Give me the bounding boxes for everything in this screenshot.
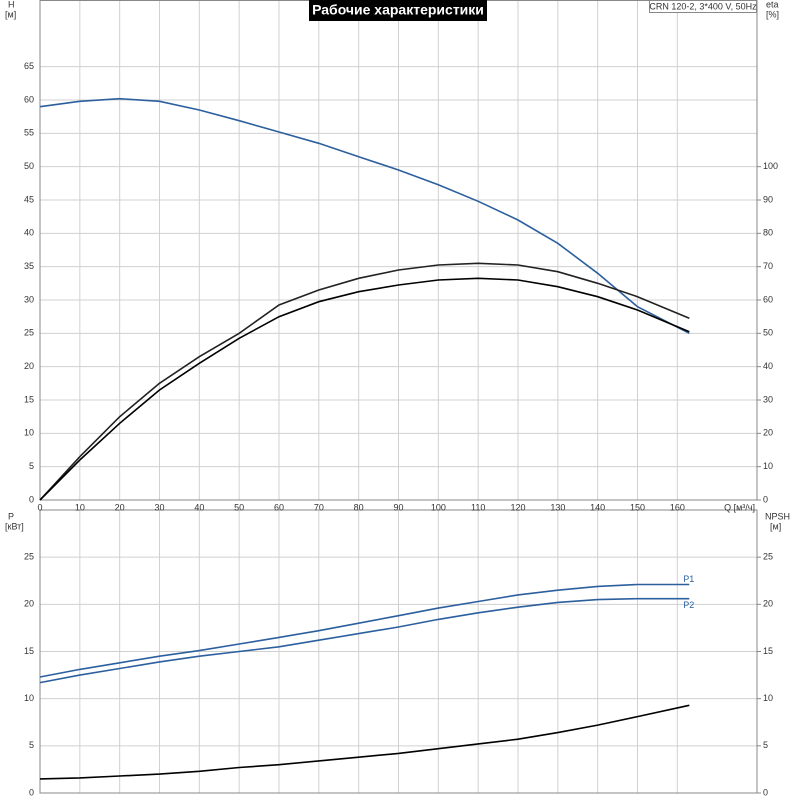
y-axis-unit: [м] [5,9,16,19]
x-tick-label: 90 [393,502,403,512]
x-tick-label: 30 [154,502,164,512]
y-tick-label: 55 [24,128,34,138]
x-tick-label: 40 [194,502,204,512]
y2-axis-label: eta [766,0,779,9]
y-tick-label: 50 [24,161,34,171]
y2-tick-label: 100 [763,161,778,171]
y-tick-label: 10 [24,428,34,438]
y2-tick-label: 5 [763,740,768,750]
y2-tick-label: 80 [763,228,773,238]
x-tick-label: 160 [670,502,685,512]
y2-tick-label: 90 [763,194,773,204]
y2-tick-label: 20 [763,599,773,609]
x-tick-label: 150 [630,502,645,512]
title-box [309,0,487,21]
series-line [39,262,690,501]
y-tick-label: 5 [29,740,34,750]
x-tick-label: 20 [115,502,125,512]
y-tick-label: 30 [24,294,34,304]
y-tick-label: 15 [24,646,34,656]
y-tick-label: 25 [24,328,34,338]
y2-tick-label: 25 [763,552,773,562]
x-tick-label: 140 [590,502,605,512]
y2-tick-label: 20 [763,428,773,438]
y-axis-unit: [кВт] [5,521,24,531]
y2-tick-label: 0 [763,787,768,797]
series-line [39,97,690,335]
x-tick-label: 110 [471,502,485,512]
y2-tick-label: 10 [763,461,773,471]
x-tick-label: 60 [274,502,284,512]
x-axis-label: Q [м³/ч] [724,502,755,512]
y-axis-label: H [8,0,15,9]
y-tick-label: 0 [29,787,34,797]
series-label: P2 [683,600,694,610]
y2-tick-label: 40 [763,361,773,371]
x-tick-label: 70 [314,502,324,512]
x-tick-label: 50 [234,502,244,512]
y-axis-label: P [8,511,14,521]
y2-tick-label: 0 [763,494,768,504]
y2-tick-label: 50 [763,328,773,338]
y-tick-label: 60 [24,94,34,104]
y-tick-label: 25 [24,552,34,562]
x-tick-label: 100 [431,502,446,512]
y-tick-label: 20 [24,361,34,371]
x-tick-label: 120 [510,502,525,512]
y2-axis-label: NPSH [765,511,790,521]
series-label: P1 [683,574,694,584]
y-tick-label: 0 [29,494,34,504]
series-line [39,704,690,780]
series-line [39,597,690,684]
x-tick-label: 80 [354,502,364,512]
chart-title: Рабочие характеристики [312,2,484,18]
y-tick-label: 15 [24,394,34,404]
y-tick-label: 5 [29,461,34,471]
y-tick-label: 45 [24,194,34,204]
x-tick-label: 10 [75,502,85,512]
y2-axis-unit: [%] [766,9,779,19]
y-tick-label: 65 [24,61,34,71]
y-tick-label: 35 [24,261,34,271]
subtitle-box [649,0,757,13]
y-tick-label: 40 [24,228,34,238]
chart-subtitle: CRN 120-2, 3*400 V, 50Hz [649,1,757,11]
y-tick-label: 20 [24,599,34,609]
series-line [39,583,690,678]
x-tick-label: 130 [550,502,565,512]
y2-tick-label: 15 [763,646,773,656]
y2-tick-label: 10 [763,693,773,703]
y2-tick-label: 70 [763,261,773,271]
y2-tick-label: 60 [763,294,773,304]
x-tick-label: 0 [37,502,42,512]
series-line [39,277,690,501]
y2-axis-unit: [м] [770,521,781,531]
y2-tick-label: 30 [763,394,773,404]
y-tick-label: 10 [24,693,34,703]
